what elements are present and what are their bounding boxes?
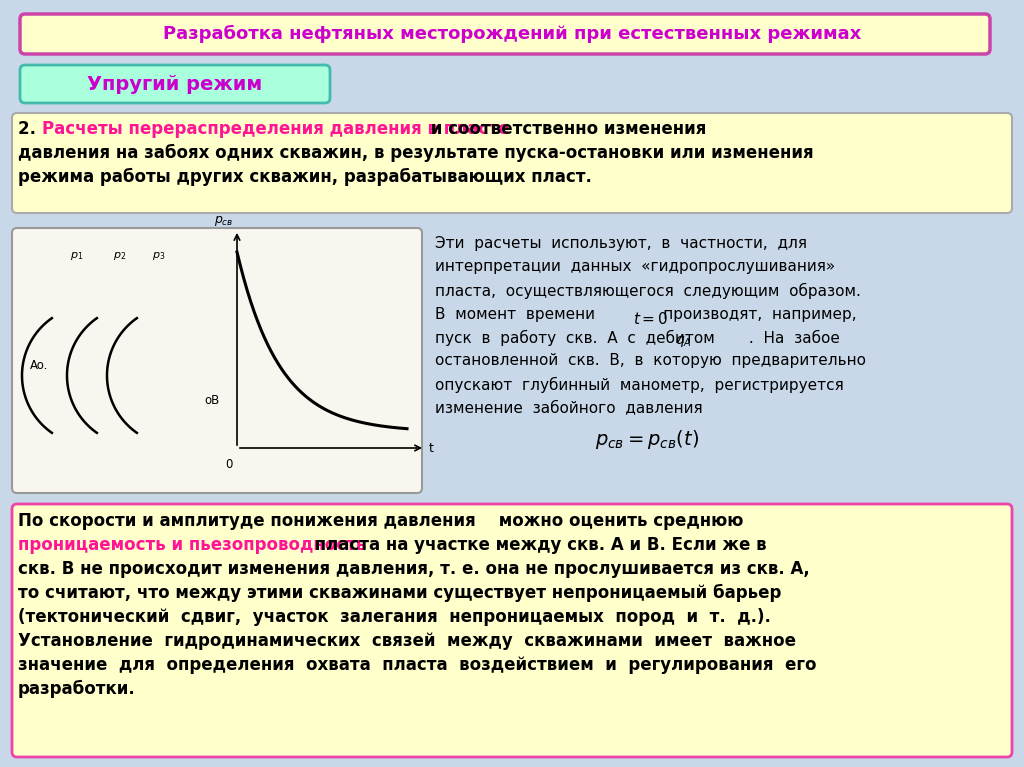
Text: изменение  забойного  давления: изменение забойного давления <box>435 400 702 416</box>
Text: Упругий режим: Упругий режим <box>87 74 262 94</box>
Text: Расчеты перераспределения давления в пласте: Расчеты перераспределения давления в пла… <box>42 120 509 138</box>
Text: пуск  в  работу  скв.  А  с  дебитом       .  На  забое: пуск в работу скв. А с дебитом . На забо… <box>435 330 840 346</box>
Text: то считают, что между этими скважинами существует непроницаемый барьер: то считают, что между этими скважинами с… <box>18 584 781 602</box>
Text: $р_2$: $р_2$ <box>114 250 127 262</box>
Text: остановленной  скв.  В,  в  которую  предварительно: остановленной скв. В, в которую предвари… <box>435 354 866 368</box>
Text: Ao.: Ao. <box>30 359 48 372</box>
Text: oB: oB <box>204 394 219 407</box>
Text: $р_3$: $р_3$ <box>153 250 166 262</box>
Text: пласта на участке между скв. А и В. Если же в: пласта на участке между скв. А и В. Если… <box>309 536 767 554</box>
FancyBboxPatch shape <box>20 65 330 103</box>
Text: $р_1$: $р_1$ <box>71 250 84 262</box>
Text: Эти  расчеты  используют,  в  частности,  для: Эти расчеты используют, в частности, для <box>435 236 807 251</box>
Text: По скорости и амплитуде понижения давления    можно оценить среднюю: По скорости и амплитуде понижения давлен… <box>18 512 743 530</box>
FancyBboxPatch shape <box>12 504 1012 757</box>
Text: значение  для  определения  охвата  пласта  воздействием  и  регулирования  его: значение для определения охвата пласта в… <box>18 656 816 674</box>
Text: 2.: 2. <box>18 120 42 138</box>
Text: $q_A$: $q_A$ <box>675 334 692 349</box>
Text: и соответственно изменения: и соответственно изменения <box>425 120 707 138</box>
Text: 0: 0 <box>225 458 232 471</box>
Text: Установление  гидродинамических  связей  между  скважинами  имеет  важное: Установление гидродинамических связей ме… <box>18 632 796 650</box>
FancyBboxPatch shape <box>12 113 1012 213</box>
Text: Разработка нефтяных месторождений при естественных режимах: Разработка нефтяных месторождений при ес… <box>163 25 861 43</box>
Text: $p_{св} = p_{св}(t)$: $p_{св} = p_{св}(t)$ <box>595 428 699 451</box>
Text: разработки.: разработки. <box>18 680 136 698</box>
FancyBboxPatch shape <box>12 228 422 493</box>
Text: опускают  глубинный  манометр,  регистрируется: опускают глубинный манометр, регистрируе… <box>435 377 844 393</box>
Text: t: t <box>429 442 434 455</box>
Text: $р_{св}$: $р_{св}$ <box>214 214 233 228</box>
Text: В  момент  времени              производят,  например,: В момент времени производят, например, <box>435 307 857 321</box>
Text: (тектонический  сдвиг,  участок  залегания  непроницаемых  пород  и  т.  д.).: (тектонический сдвиг, участок залегания … <box>18 608 771 626</box>
Text: интерпретации  данных  «гидропрослушивания»: интерпретации данных «гидропрослушивания… <box>435 259 836 275</box>
Text: скв. В не происходит изменения давления, т. е. она не прослушивается из скв. А,: скв. В не происходит изменения давления,… <box>18 560 810 578</box>
Text: $t = 0$: $t = 0$ <box>633 311 669 327</box>
Text: давления на забоях одних скважин, в результате пуска-остановки или изменения: давления на забоях одних скважин, в резу… <box>18 144 814 162</box>
Text: проницаемость и пьезопроводность: проницаемость и пьезопроводность <box>18 536 367 554</box>
Text: пласта,  осуществляющегося  следующим  образом.: пласта, осуществляющегося следующим обра… <box>435 283 861 299</box>
FancyBboxPatch shape <box>20 14 990 54</box>
Text: режима работы других скважин, разрабатывающих пласт.: режима работы других скважин, разрабатыв… <box>18 168 592 186</box>
